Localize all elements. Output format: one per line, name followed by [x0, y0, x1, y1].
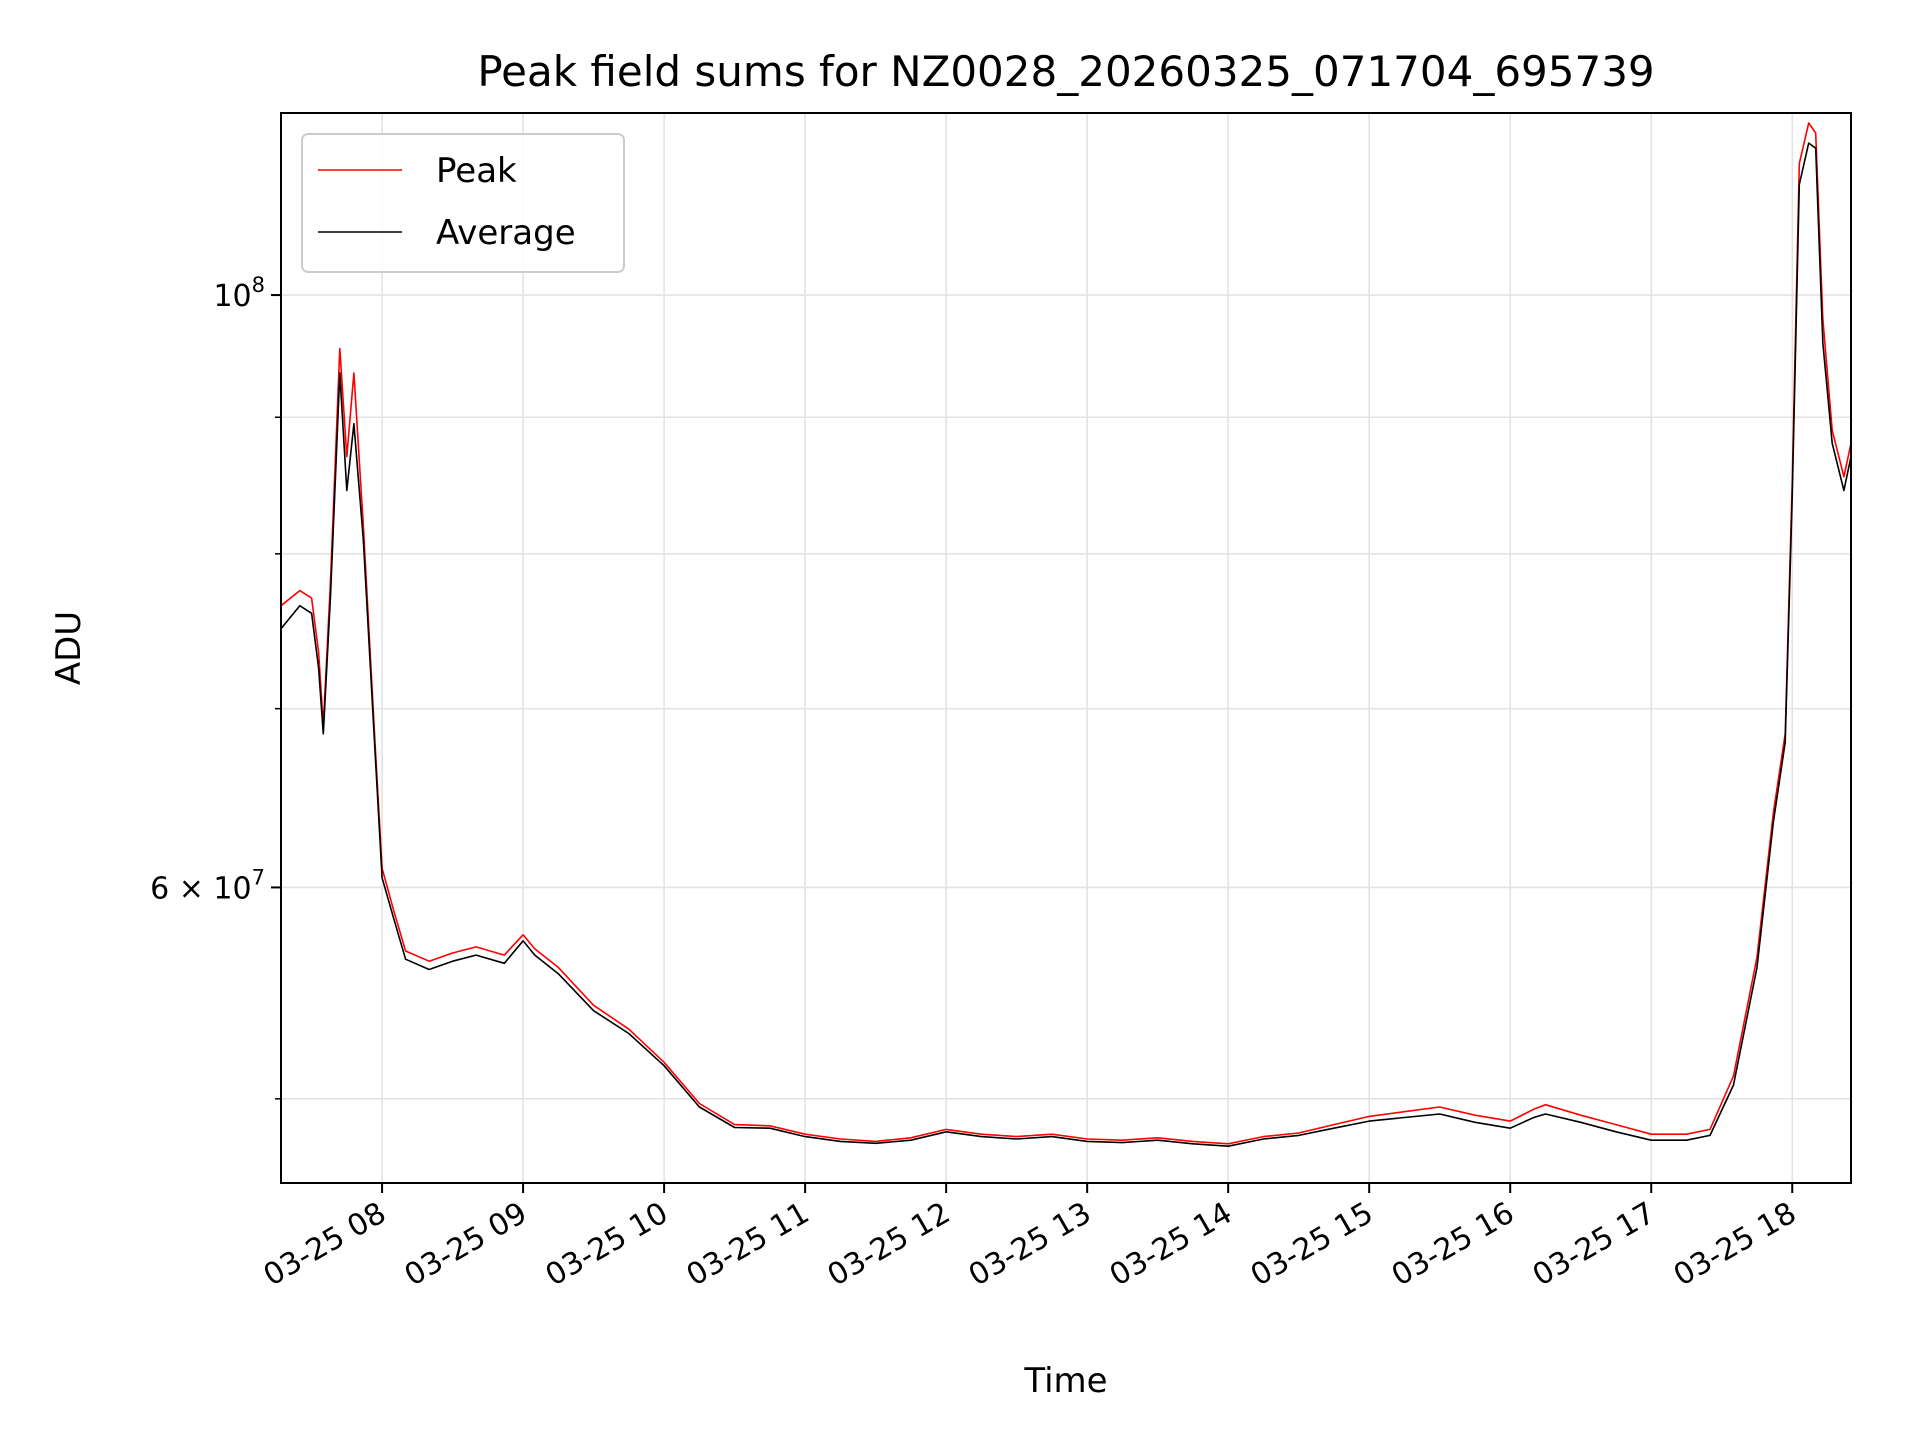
grid-lines: [281, 113, 1851, 1183]
series-lines: [281, 122, 1851, 1147]
y-axis: 108 6 × 107: [150, 273, 281, 1100]
legend-box: [301, 133, 625, 273]
series-line-average: [281, 142, 1851, 1147]
legend: Peak Average: [301, 133, 625, 273]
x-axis-label: Time: [1023, 1361, 1107, 1401]
plot-frame: [280, 112, 1852, 1184]
y-tick-label: 6 × 107: [150, 865, 265, 906]
y-tick-label: 108: [213, 273, 265, 314]
y-axis-label: ADU: [49, 611, 89, 685]
chart-title: Peak field sums for NZ0028_20260325_0717…: [477, 47, 1654, 96]
legend-label-average: Average: [436, 213, 576, 253]
legend-label-peak: Peak: [436, 151, 517, 191]
